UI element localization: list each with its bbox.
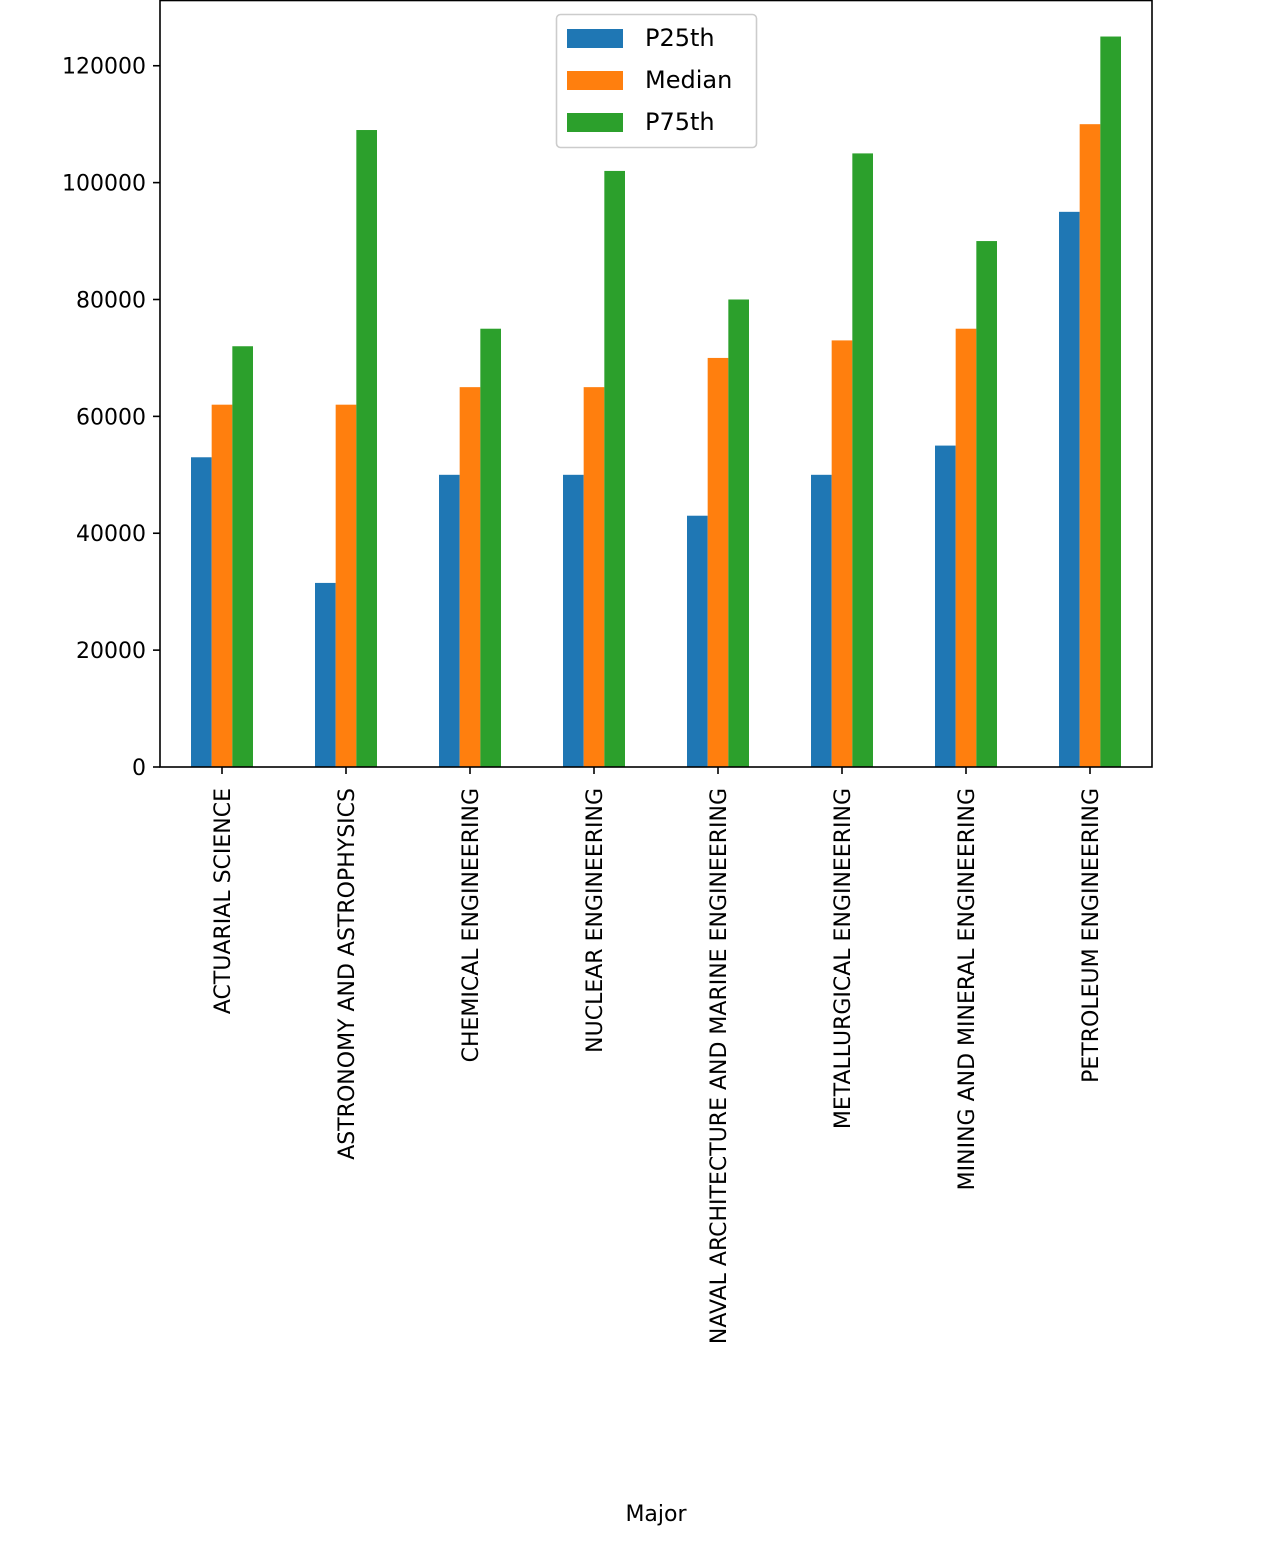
x-tick-label: NUCLEAR ENGINEERING: [583, 788, 608, 1053]
legend-swatch-p25th: [567, 29, 623, 48]
bars-layer: [191, 36, 1121, 768]
y-tick-label: 120000: [62, 55, 146, 80]
y-tick-label: 80000: [76, 288, 146, 313]
bar-p75th-7: [1100, 36, 1121, 768]
bar-p25th-3: [563, 474, 584, 767]
y-tick-label: 100000: [62, 172, 146, 197]
bar-p25th-5: [811, 474, 832, 767]
x-tick-label: ASTRONOMY AND ASTROPHYSICS: [335, 788, 360, 1160]
bar-p75th-2: [480, 328, 501, 767]
x-tick-label: METALLURGICAL ENGINEERING: [831, 788, 856, 1129]
bar-median-7: [1079, 124, 1101, 767]
x-tick-label: CHEMICAL ENGINEERING: [459, 788, 484, 1062]
legend: P25th Median P75th: [555, 13, 758, 149]
bar-median-1: [335, 404, 357, 767]
legend-swatch-p75th: [567, 113, 623, 132]
legend-label: P75th: [645, 108, 715, 136]
x-tick-label: NAVAL ARCHITECTURE AND MARINE ENGINEERIN…: [707, 788, 732, 1344]
legend-swatch-median: [567, 71, 623, 90]
y-axis: 0 20000 40000 60000 80000 100000 120000: [62, 55, 160, 781]
legend-label: P25th: [645, 24, 715, 52]
x-axis-label: Major: [625, 1502, 687, 1527]
bar-p25th-4: [687, 515, 708, 767]
bar-p75th-5: [852, 153, 873, 767]
bar-p25th-7: [1059, 211, 1080, 768]
bar-p75th-1: [356, 130, 377, 767]
x-tick-label: ACTUARIAL SCIENCE: [211, 788, 236, 1014]
bar-p25th-2: [439, 474, 460, 767]
bar-median-5: [831, 340, 853, 767]
y-tick-label: 0: [132, 756, 146, 781]
bar-p75th-0: [232, 346, 253, 767]
bar-median-3: [583, 387, 605, 767]
bar-p25th-0: [191, 457, 212, 767]
y-tick-label: 20000: [76, 639, 146, 664]
bar-p75th-6: [976, 241, 997, 768]
x-tick-label: PETROLEUM ENGINEERING: [1079, 788, 1104, 1083]
x-axis: ACTUARIAL SCIENCE ASTRONOMY AND ASTROPHYS…: [211, 767, 1104, 1344]
bar-p25th-6: [935, 445, 956, 767]
bar-p75th-4: [728, 299, 749, 767]
y-tick-label: 60000: [76, 405, 146, 430]
bar-median-0: [211, 404, 233, 767]
x-tick-label: MINING AND MINERAL ENGINEERING: [955, 788, 980, 1190]
plot-frame: [159, 0, 1153, 768]
bar-p25th-1: [315, 582, 336, 767]
legend-label: Median: [645, 66, 732, 94]
bar-p75th-3: [604, 170, 625, 768]
bar-median-6: [955, 328, 977, 767]
bar-median-4: [707, 357, 729, 767]
y-tick-label: 40000: [76, 522, 146, 547]
bar-median-2: [459, 387, 481, 767]
